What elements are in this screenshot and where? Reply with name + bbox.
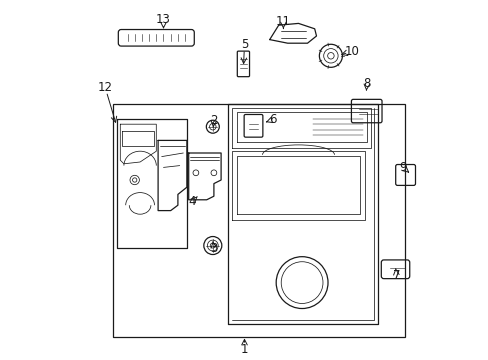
Text: 5: 5 <box>240 39 248 51</box>
Text: 2: 2 <box>210 114 217 127</box>
Text: 1: 1 <box>240 343 248 356</box>
Text: 4: 4 <box>188 195 196 208</box>
Text: 3: 3 <box>210 242 217 255</box>
Text: 9: 9 <box>398 161 406 174</box>
Text: 8: 8 <box>363 77 370 90</box>
Text: 7: 7 <box>392 269 399 282</box>
Bar <box>113 104 404 337</box>
Text: 13: 13 <box>156 13 171 26</box>
Text: 6: 6 <box>269 113 277 126</box>
Text: 12: 12 <box>98 81 112 94</box>
Text: 11: 11 <box>275 15 290 28</box>
Text: 10: 10 <box>345 45 359 58</box>
